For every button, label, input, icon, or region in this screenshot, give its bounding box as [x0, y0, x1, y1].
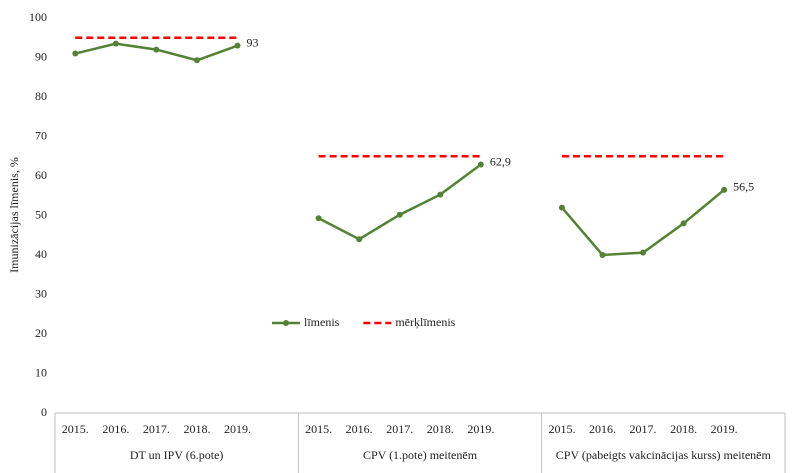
y-tick-label: 100	[29, 10, 47, 24]
data-label: 93	[247, 35, 259, 49]
y-tick-label: 70	[35, 128, 47, 142]
x-tick-label: 2015.	[305, 422, 332, 436]
group-label: CPV (1.pote) meitenēm	[362, 449, 478, 462]
y-tick-label: 10	[35, 365, 47, 379]
data-point	[721, 186, 728, 193]
data-point	[599, 252, 606, 258]
data-label: 56,5	[733, 180, 754, 194]
group-label: DT un IPV (6.pote)	[129, 449, 224, 462]
data-point	[356, 236, 363, 243]
legend-label: līmenis	[304, 315, 340, 329]
data-point	[477, 161, 484, 168]
data-point	[680, 220, 687, 227]
y-tick-label: 50	[35, 207, 47, 221]
x-tick-label: 2018.	[427, 422, 454, 436]
y-tick-label: 60	[35, 168, 47, 182]
legend-label: mērķlīmenis	[395, 315, 455, 329]
x-tick-label: 2019.	[224, 422, 251, 436]
data-point	[193, 57, 200, 64]
data-point	[437, 191, 444, 198]
x-tick-label: 2019.	[467, 422, 494, 436]
x-tick-label: 2017.	[386, 422, 413, 436]
data-point	[315, 215, 322, 222]
series-line	[318, 163, 482, 241]
data-point	[396, 211, 403, 218]
x-tick-label: 2016.	[589, 422, 616, 436]
y-tick-label: 80	[35, 89, 47, 103]
x-tick-label: 2018.	[183, 422, 210, 436]
x-tick-label: 2018.	[670, 422, 697, 436]
x-tick-label: 2019.	[711, 422, 738, 436]
data-point	[72, 50, 79, 57]
x-tick-label: 2017.	[630, 422, 657, 436]
y-tick-label: 90	[35, 49, 47, 63]
data-point	[153, 46, 160, 53]
x-tick-label: 2016.	[346, 422, 373, 436]
series-line	[560, 188, 725, 257]
data-point	[112, 40, 119, 47]
group-label-box: CPV (1.pote) meitenēm	[362, 449, 478, 462]
y-tick-label: 20	[35, 326, 47, 340]
y-tick-label: 40	[35, 247, 47, 261]
data-point	[640, 249, 647, 256]
x-tick-label: 2017.	[143, 422, 170, 436]
x-tick-label: 2016.	[102, 422, 129, 436]
legend-marker	[283, 320, 289, 326]
y-axis-label: Imunizācijas līmenis, %	[7, 157, 21, 273]
x-tick-label: 2015.	[548, 422, 575, 436]
x-tick-label: 2015.	[62, 422, 89, 436]
data-point	[234, 42, 241, 49]
data-label: 62,9	[490, 154, 511, 168]
data-point	[558, 204, 565, 211]
group-label-box: DT un IPV (6.pote)	[129, 449, 224, 462]
y-tick-label: 0	[41, 405, 47, 419]
group-label: CPV (pabeigts vakcinācijas kurss) meiten…	[555, 449, 771, 462]
group-label-box: CPV (pabeigts vakcinācijas kurss) meiten…	[555, 449, 771, 462]
y-tick-label: 30	[35, 286, 47, 300]
